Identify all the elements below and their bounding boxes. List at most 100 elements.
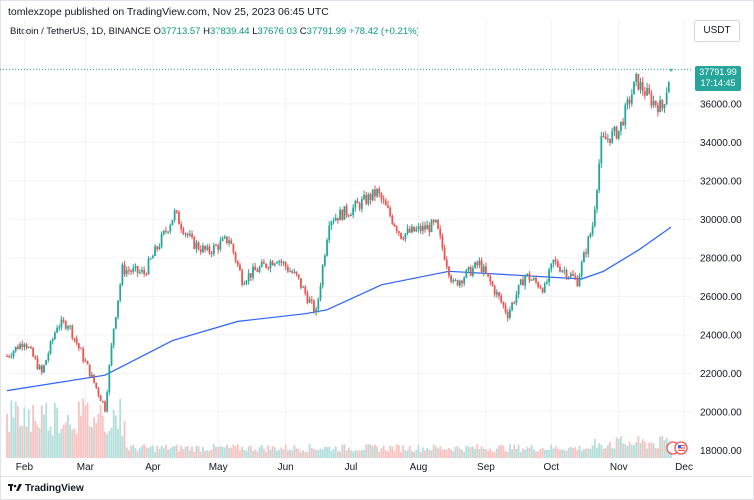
volume-bar (62, 424, 65, 458)
candle-body (130, 271, 132, 273)
volume-bar (643, 441, 646, 458)
y-tick-label: 24000.00 (700, 330, 742, 341)
volume-bar (508, 444, 511, 458)
candle-body (262, 261, 265, 264)
volume-bar (413, 451, 416, 458)
candle-body (149, 258, 152, 260)
volume-bar (249, 445, 252, 458)
candle-body (239, 264, 241, 271)
volume-bar (624, 444, 627, 458)
volume-bar (506, 451, 509, 458)
volume-bar (38, 428, 41, 458)
candle-body (302, 286, 304, 288)
candle-body (504, 305, 507, 313)
volume-bar (77, 401, 80, 458)
candle-body (380, 193, 383, 200)
volume-bar (165, 444, 167, 458)
candle-body (384, 200, 387, 206)
candle-body (495, 292, 498, 295)
volume-bar (295, 448, 298, 458)
volume-bar (271, 445, 274, 458)
candle-body (635, 73, 638, 82)
volume-bar (291, 450, 294, 458)
volume-bar (354, 450, 357, 458)
volume-bar (210, 449, 213, 458)
volume-bar (626, 446, 629, 458)
candle-body (171, 220, 174, 226)
volume-bar (522, 448, 524, 458)
candle-body (12, 351, 15, 357)
candle-body (160, 234, 163, 247)
volume-bar (175, 444, 178, 458)
volume-bar (208, 451, 211, 458)
volume-bar (215, 446, 217, 458)
candle-body (117, 300, 119, 318)
candle-body (441, 235, 444, 248)
volume-bar (628, 441, 631, 458)
volume-bar (289, 449, 291, 458)
candle-body (60, 319, 63, 328)
volume-bar (319, 448, 322, 458)
event-flag-icon[interactable] (666, 441, 692, 455)
volume-bar (471, 446, 474, 458)
volume-bar (171, 446, 174, 458)
volume-bar (49, 426, 52, 458)
candle-body (606, 138, 609, 140)
candle-body (25, 344, 28, 348)
volume-bar (363, 449, 365, 458)
volume-bar (491, 451, 494, 458)
candle-body (326, 240, 328, 256)
moving-average-line (6, 226, 672, 392)
candle-body (101, 401, 104, 403)
volume-bar (228, 447, 230, 458)
volume-bar (245, 451, 248, 458)
candle-body (132, 267, 135, 272)
candle-body (221, 238, 224, 241)
candle-body (47, 353, 50, 361)
volume-bar (598, 443, 601, 458)
candle-body (406, 228, 409, 234)
candle-body (62, 319, 65, 322)
x-tick-label: Nov (610, 462, 628, 473)
candle-body (51, 338, 54, 342)
x-tick-label: Feb (16, 462, 34, 473)
x-tick-label: Aug (410, 462, 428, 473)
volume-bar (58, 433, 61, 458)
candle-body (36, 358, 39, 370)
candle-body (426, 224, 429, 230)
candle-body (293, 271, 296, 273)
candle-body (556, 261, 559, 267)
candle-body (151, 255, 154, 259)
volume-bar (580, 450, 583, 458)
volume-bar (97, 413, 100, 458)
volume-bar (206, 450, 209, 458)
candle-body (43, 365, 45, 373)
candle-body (354, 201, 357, 208)
volume-bar (376, 446, 378, 458)
candle-body (143, 269, 146, 274)
candle-body (123, 264, 126, 275)
volume-bar (169, 448, 172, 458)
volume-bar (419, 451, 422, 458)
currency-button[interactable]: USDT (694, 20, 740, 42)
volume-bar (498, 445, 500, 458)
volume-bar (528, 447, 531, 458)
high-value: 37839.44 (209, 26, 250, 37)
volume-bar (71, 429, 74, 458)
candle-body (58, 327, 61, 329)
volume-bar (630, 444, 633, 458)
volume-bar (141, 445, 143, 458)
candle-body (652, 100, 655, 106)
candle-body (417, 226, 420, 229)
low-label: L (252, 26, 258, 37)
volume-bar (565, 451, 568, 458)
candle-body (269, 261, 272, 269)
volume-bar (308, 444, 311, 458)
candle-body (452, 280, 455, 282)
volume-bar (328, 446, 331, 458)
volume-bar (138, 448, 141, 458)
candle-body (53, 332, 56, 339)
volume-bar (430, 450, 433, 458)
volume-bar (147, 448, 150, 458)
